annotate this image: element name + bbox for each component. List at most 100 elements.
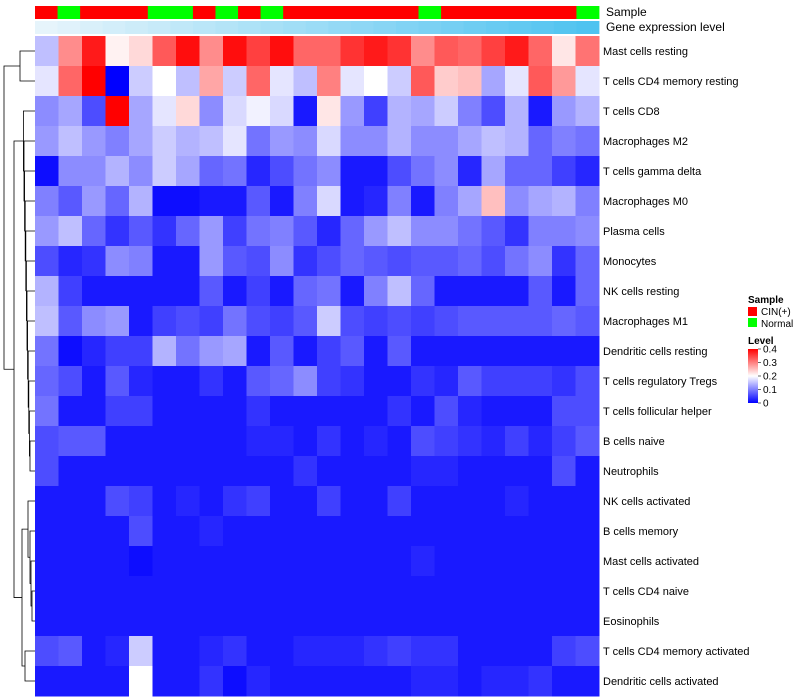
- heatmap-cell: [35, 666, 59, 697]
- heatmap-cell: [387, 546, 412, 577]
- heatmap-cell: [505, 426, 529, 457]
- heatmap-cell: [340, 36, 365, 67]
- heatmap-cell: [35, 606, 59, 637]
- heatmap-cell: [528, 336, 553, 367]
- heatmap-cell: [575, 576, 600, 607]
- heatmap-cell: [58, 576, 83, 607]
- gene-level-annotation-cell: [102, 21, 126, 34]
- heatmap-cell: [387, 636, 412, 667]
- heatmap-cell: [199, 636, 224, 667]
- heatmap-cell: [270, 546, 294, 577]
- heatmap-cell: [387, 516, 412, 547]
- dendrogram-link: [3, 65, 20, 370]
- heatmap-cell: [82, 516, 106, 547]
- heatmap-cell: [129, 66, 153, 97]
- heatmap-cell: [270, 456, 294, 487]
- heatmap-cell: [129, 336, 153, 367]
- heatmap-cell: [223, 186, 247, 217]
- heatmap-cell: [552, 576, 576, 607]
- heatmap-cell: [223, 426, 247, 457]
- heatmap-cell: [552, 366, 576, 397]
- heatmap-cell: [317, 36, 341, 67]
- heatmap-cell: [505, 636, 529, 667]
- heatmap-cell: [340, 156, 365, 187]
- heatmap-cell: [434, 666, 459, 697]
- heatmap-cell: [387, 36, 412, 67]
- row-label: NK cells activated: [603, 496, 690, 508]
- heatmap-cell: [411, 546, 435, 577]
- heatmap-cell: [434, 366, 459, 397]
- heatmap-cell: [199, 156, 224, 187]
- heatmap-cell: [199, 576, 224, 607]
- heatmap-cell: [129, 546, 153, 577]
- heatmap-cell: [293, 636, 318, 667]
- heatmap-cell: [223, 486, 247, 517]
- heatmap-cell: [575, 36, 600, 67]
- heatmap-cell: [293, 606, 318, 637]
- gene-level-annotation-cell: [395, 21, 419, 34]
- gene-level-annotation-cell: [305, 21, 329, 34]
- heatmap-cell: [58, 246, 83, 277]
- heatmap-cell: [129, 606, 153, 637]
- heatmap-cell: [387, 156, 412, 187]
- sample-annotation-cell: [576, 6, 600, 19]
- heatmap-cell: [552, 456, 576, 487]
- heatmap-cell: [340, 96, 365, 127]
- heatmap-cell: [505, 606, 529, 637]
- heatmap-cell: [340, 126, 365, 157]
- heatmap-cell: [505, 126, 529, 157]
- heatmap-cell: [82, 96, 106, 127]
- heatmap-cell: [246, 246, 271, 277]
- heatmap-cell: [481, 606, 506, 637]
- heatmap-cell: [105, 366, 130, 397]
- heatmap-cell: [35, 456, 59, 487]
- heatmap-cell: [364, 216, 388, 247]
- heatmap-cell: [575, 396, 600, 427]
- heatmap-cell: [481, 96, 506, 127]
- level-tick-label: 0: [763, 399, 769, 410]
- heatmap-cell: [317, 666, 341, 697]
- heatmap-cell: [434, 546, 459, 577]
- heatmap-cell: [481, 546, 506, 577]
- heatmap-cell: [528, 156, 553, 187]
- heatmap-cell: [434, 426, 459, 457]
- row-label: Mast cells resting: [603, 46, 688, 58]
- dendrogram-link: [26, 290, 35, 351]
- heatmap-cell: [82, 156, 106, 187]
- legend-swatch-cin: [748, 307, 757, 316]
- heatmap-cell: [176, 396, 200, 427]
- heatmap-cell: [58, 426, 83, 457]
- heatmap-cell: [340, 666, 365, 697]
- heatmap-cell: [505, 666, 529, 697]
- dendrogram-link: [27, 350, 35, 408]
- row-label: Macrophages M2: [603, 136, 688, 148]
- heatmap-cell: [552, 36, 576, 67]
- heatmap-cell: [82, 306, 106, 337]
- heatmap-cell: [35, 96, 59, 127]
- heatmap-cell: [82, 366, 106, 397]
- heatmap-cell: [152, 486, 177, 517]
- heatmap-cell: [340, 456, 365, 487]
- gene-level-annotation-cell: [328, 21, 352, 34]
- heatmap-cell: [82, 576, 106, 607]
- heatmap-cell: [82, 186, 106, 217]
- heatmap-cell: [246, 186, 271, 217]
- heatmap-cell: [528, 276, 553, 307]
- sample-annotation-cell: [260, 6, 284, 19]
- heatmap-cell: [434, 126, 459, 157]
- heatmap-cell: [364, 516, 388, 547]
- heatmap-cell: [246, 426, 271, 457]
- heatmap-cell: [364, 186, 388, 217]
- heatmap-cell: [552, 216, 576, 247]
- row-label: T cells CD8: [603, 106, 660, 118]
- gene-level-annotation-cell: [125, 21, 149, 34]
- heatmap-cell: [176, 216, 200, 247]
- heatmap-cell: [129, 306, 153, 337]
- heatmap-cell: [223, 126, 247, 157]
- heatmap-cell: [105, 186, 130, 217]
- legend-level-title: Level: [748, 336, 774, 347]
- heatmap-cell: [270, 216, 294, 247]
- heatmap-cell: [458, 546, 482, 577]
- heatmap-cell: [35, 576, 59, 607]
- heatmap-cell: [411, 516, 435, 547]
